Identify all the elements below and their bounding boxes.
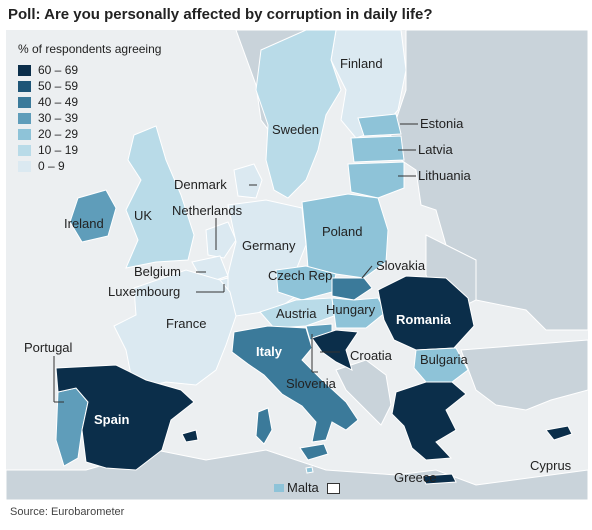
country-poland — [301, 193, 389, 279]
legend-label: 50 – 59 — [38, 79, 79, 93]
label-finland: Finland — [340, 56, 383, 71]
country-spain — [55, 364, 195, 471]
legend-item: 60 – 69 — [18, 62, 161, 78]
europe-map — [6, 30, 588, 500]
legend-swatch — [18, 144, 31, 156]
label-hungary: Hungary — [326, 302, 376, 317]
label-belgium: Belgium — [134, 264, 181, 279]
legend-swatch — [18, 112, 31, 124]
label-slovenia: Slovenia — [286, 376, 336, 391]
country-latvia — [350, 135, 405, 163]
label-luxembourg: Luxembourg — [108, 284, 181, 299]
label-netherlands: Netherlands — [172, 203, 243, 218]
label-uk: UK — [134, 208, 153, 223]
country-lithuania — [347, 161, 405, 199]
legend: % of respondents agreeing 60 – 69 50 – 5… — [18, 42, 161, 174]
label-austria: Austria — [276, 306, 317, 321]
country-croatia — [311, 329, 359, 371]
label-romania: Romania — [396, 312, 451, 327]
legend-label: 20 – 29 — [38, 127, 79, 141]
country-sicily — [299, 443, 329, 461]
legend-swatch — [18, 80, 31, 92]
legend-item: 40 – 49 — [18, 94, 161, 110]
label-bulgaria: Bulgaria — [420, 352, 468, 367]
map-panel: % of respondents agreeing 60 – 69 50 – 5… — [6, 30, 588, 500]
label-spain: Spain — [94, 412, 130, 427]
legend-swatch — [18, 96, 31, 108]
label-czech-rep: Czech Rep — [268, 268, 333, 283]
non-eu-land — [6, 30, 588, 500]
leader-lines — [53, 123, 418, 403]
country-sweden — [255, 30, 342, 199]
country-denmark — [233, 163, 263, 199]
label-malta: Malta — [287, 480, 319, 495]
malta-swatch — [274, 484, 284, 492]
label-lithuania: Lithuania — [418, 168, 471, 183]
legend-swatch — [18, 128, 31, 140]
source-note: Source: Eurobarometer — [10, 506, 125, 518]
label-france: France — [166, 316, 207, 331]
country-netherlands — [205, 221, 237, 259]
legend-label: 10 – 19 — [38, 143, 79, 157]
legend-item: 50 – 59 — [18, 78, 161, 94]
country-ireland — [69, 189, 117, 243]
label-latvia: Latvia — [418, 142, 453, 157]
country-crete — [421, 473, 457, 485]
country-greece — [391, 381, 467, 461]
label-poland: Poland — [322, 224, 363, 239]
legend-swatch — [18, 160, 31, 172]
legend-item: 30 – 39 — [18, 110, 161, 126]
legend-title: % of respondents agreeing — [18, 42, 162, 56]
legend-item: 20 – 29 — [18, 126, 161, 142]
legend-label: 60 – 69 — [38, 63, 79, 77]
label-greece: Greece — [394, 470, 437, 485]
country-uk — [125, 125, 195, 269]
country-cyprus — [545, 425, 573, 441]
label-estonia: Estonia — [420, 116, 464, 131]
label-ireland: Ireland — [64, 216, 104, 231]
country-romania — [377, 275, 475, 351]
label-slovakia: Slovakia — [376, 258, 426, 273]
label-denmark: Denmark — [174, 177, 227, 192]
country-slovakia — [331, 277, 373, 301]
malta-inset-marker — [327, 483, 340, 494]
country-sardinia — [255, 407, 273, 445]
legend-item: 0 – 9 — [18, 158, 161, 174]
label-croatia: Croatia — [350, 348, 392, 363]
country-malta — [305, 466, 314, 474]
country-estonia — [357, 113, 402, 137]
legend-label: 0 – 9 — [38, 159, 65, 173]
label-portugal: Portugal — [24, 340, 73, 355]
legend-item: 10 – 19 — [18, 142, 161, 158]
legend-swatch — [18, 64, 31, 76]
label-sweden: Sweden — [272, 122, 319, 137]
map-title: Poll: Are you personally affected by cor… — [8, 6, 433, 23]
legend-label: 40 – 49 — [38, 95, 79, 109]
country-france — [113, 269, 237, 391]
legend-label: 30 – 39 — [38, 111, 79, 125]
country-balearic — [181, 429, 199, 443]
label-germany: Germany — [242, 238, 296, 253]
label-italy: Italy — [256, 344, 283, 359]
label-cyprus: Cyprus — [530, 458, 572, 473]
